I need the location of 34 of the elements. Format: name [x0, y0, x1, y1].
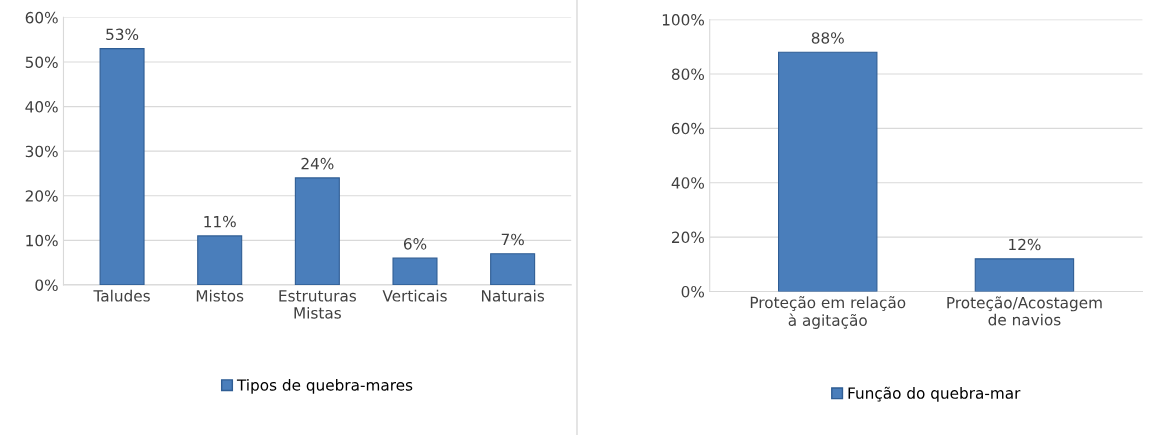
bar [392, 257, 438, 285]
x-tick-label: Mistos [196, 289, 244, 302]
legend-label: Tipos de quebra-mares [236, 378, 413, 394]
bar [294, 177, 340, 285]
x-tick-label: Taludes [93, 289, 150, 302]
data-label: 53% [106, 28, 139, 41]
y-tick-label: 50% [25, 56, 58, 69]
x-tick-label: Estruturas Mistas [279, 290, 357, 319]
y-tick-label: 10% [26, 234, 58, 247]
y-tick-label: 20% [672, 231, 705, 244]
y-tick-label: 60% [25, 11, 58, 24]
y-tick-label: 80% [671, 68, 705, 80]
y-tick-label: 20% [25, 190, 58, 202]
y-tick-label: 0% [35, 279, 58, 291]
y-tick-label: 0% [681, 285, 705, 298]
bar [490, 253, 536, 285]
y-tick-label: 60% [671, 122, 705, 135]
data-label: 11% [204, 215, 236, 228]
x-tick-label: Naturais [481, 289, 545, 302]
data-label: 6% [403, 238, 427, 250]
y-tick-label: 40% [671, 177, 705, 189]
y-tick-label: 40% [25, 101, 58, 113]
x-tick-label: Proteção em relação à agitação [750, 296, 906, 329]
bar [99, 48, 145, 285]
data-label: 12% [1009, 238, 1041, 251]
x-tick-label: Proteção/Acostagem de navios [947, 296, 1102, 326]
data-label: 88% [811, 32, 844, 44]
data-label: 7% [501, 233, 524, 246]
data-label: 24% [301, 157, 334, 170]
legend-label: Função do quebra-mar [848, 386, 1021, 402]
x-tick-label: Verticais [382, 289, 447, 302]
bar [197, 235, 243, 285]
y-tick-label: 100% [662, 14, 705, 26]
y-tick-label: 30% [25, 145, 58, 158]
